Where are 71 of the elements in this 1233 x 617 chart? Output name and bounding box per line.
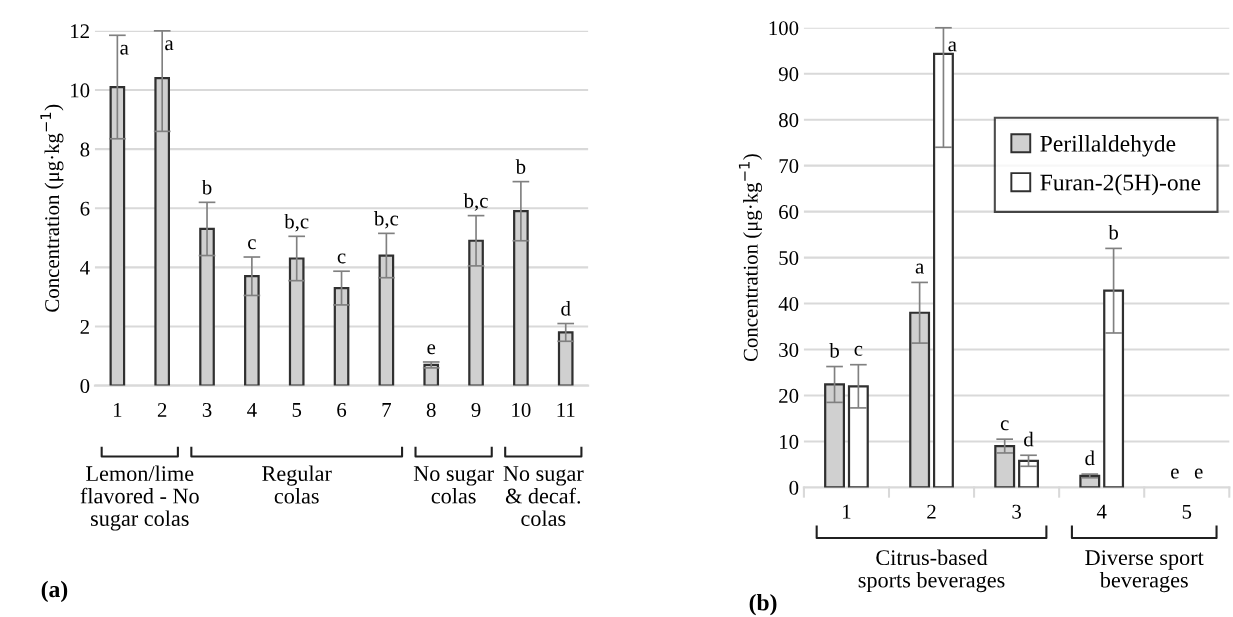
x-tick-label: 5 xyxy=(1182,504,1192,519)
y-tick-label: 0 xyxy=(80,379,90,394)
x-tick-label: 2 xyxy=(157,402,167,417)
data-label: a xyxy=(120,44,129,55)
y-tick-label: 4 xyxy=(80,260,90,275)
text: Regular colas xyxy=(262,465,332,504)
x-tick-label: 4 xyxy=(247,403,257,417)
x-tick-label: 11 xyxy=(557,402,575,417)
x-tick-label: 1 xyxy=(113,402,122,417)
y-tick-label: 0 xyxy=(789,480,799,495)
data-label: b xyxy=(829,343,839,358)
y-tick-label: 2 xyxy=(80,319,89,334)
data-label: d xyxy=(561,301,571,316)
text: Diverse sport beverages xyxy=(1085,550,1204,593)
bar xyxy=(847,385,869,488)
x-tick-label: 9 xyxy=(471,402,481,417)
data-label: b,c xyxy=(463,193,488,211)
y-tick-label: 10 xyxy=(71,83,90,98)
data-label: b xyxy=(515,159,526,174)
data-label: c xyxy=(1000,420,1009,431)
y-tick-label: 40 xyxy=(778,296,799,311)
y-tick-label: 60 xyxy=(779,205,799,220)
y-tick-label: 12 xyxy=(71,24,89,39)
data-label: e xyxy=(1194,468,1203,479)
text: Lemon/lime flavored - No sugar colas xyxy=(80,465,199,531)
x-tick-label: 3 xyxy=(1012,504,1021,519)
text: (a) xyxy=(41,580,68,603)
x-tick-label: 3 xyxy=(202,402,212,417)
y-axis-title: Concentration (μg·kg$^{−1}$) xyxy=(738,154,763,362)
x-tick-label: 10 xyxy=(512,402,531,417)
y-tick-label: 8 xyxy=(80,142,90,157)
y-tick-label: 100 xyxy=(769,21,799,36)
text: No sugar colas xyxy=(413,466,494,504)
bar xyxy=(932,52,954,488)
data-label: c xyxy=(248,239,256,250)
x-tick-label: 2 xyxy=(927,504,936,519)
data-label: e xyxy=(427,344,436,355)
x-tick-label: 5 xyxy=(292,403,302,417)
data-label: c xyxy=(337,253,346,264)
legend-label: Furan-2(5H)-one xyxy=(1040,173,1201,196)
x-tick-label: 7 xyxy=(382,403,391,417)
text: Citrus-based sports beverages xyxy=(858,549,1005,593)
data-label: b,c xyxy=(373,210,399,229)
data-label: a xyxy=(165,40,174,51)
y-tick-label: 70 xyxy=(779,159,799,174)
y-tick-label: 6 xyxy=(80,201,90,216)
y-axis-title: Concentration (μg·kg$^{−1}$) xyxy=(40,104,64,312)
data-label: d xyxy=(1024,431,1034,447)
text: (b) xyxy=(749,593,777,616)
x-tick-label: 1 xyxy=(843,504,851,519)
data-label: d xyxy=(1085,450,1095,466)
data-label: a xyxy=(915,263,924,274)
y-tick-label: 20 xyxy=(779,388,799,403)
bar xyxy=(1103,289,1125,488)
y-tick-label: 90 xyxy=(778,67,799,82)
bar xyxy=(1018,459,1039,488)
data-label: b xyxy=(201,179,212,195)
y-tick-label: 80 xyxy=(779,113,799,128)
x-tick-label: 8 xyxy=(426,402,436,417)
y-tick-label: 10 xyxy=(780,434,799,449)
text: No sugar & decaf. colas xyxy=(503,466,584,527)
data-label: b,c xyxy=(284,213,309,232)
legend-label: Perillaldehyde xyxy=(1040,135,1176,157)
data-label: a xyxy=(948,41,957,52)
data-label: c xyxy=(854,345,863,356)
y-tick-label: 30 xyxy=(779,342,799,357)
x-tick-label: 4 xyxy=(1096,504,1107,519)
data-label: b xyxy=(1108,224,1119,240)
data-label: e xyxy=(1171,468,1179,479)
x-tick-label: 6 xyxy=(337,402,347,417)
y-tick-label: 50 xyxy=(779,250,799,266)
